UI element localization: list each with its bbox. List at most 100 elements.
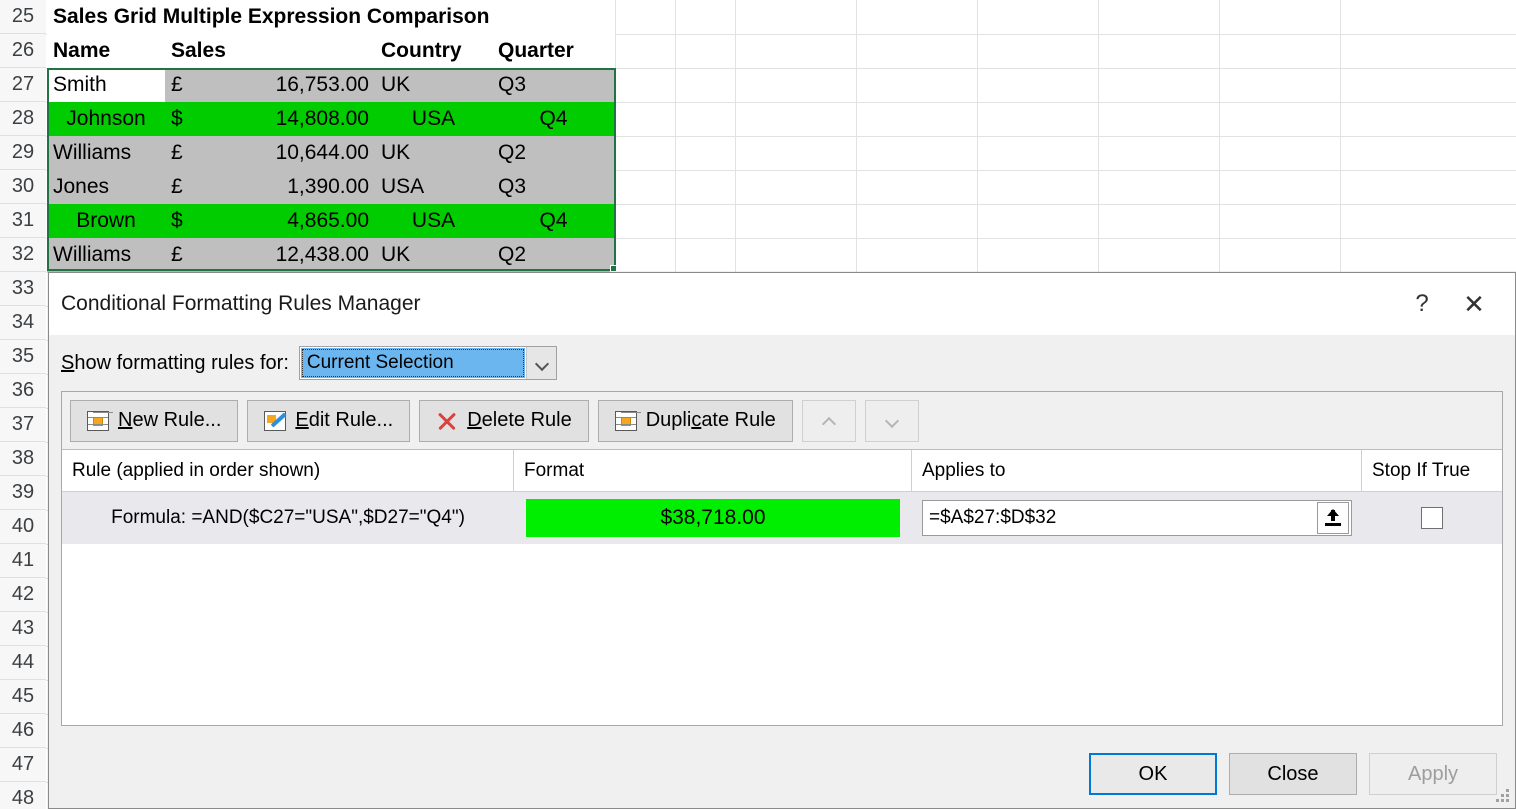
header-format: Format — [514, 450, 912, 491]
rules-table-body[interactable]: Formula: =AND($C27="USA",$D27="Q4") $38,7… — [62, 492, 1502, 544]
cell-country-32[interactable]: UK — [375, 238, 492, 272]
grid-line-horizontal — [46, 170, 1516, 171]
row-header-29[interactable]: 29 — [0, 136, 46, 170]
stop-if-true-checkbox[interactable] — [1421, 507, 1443, 529]
grid-line-horizontal — [46, 68, 1516, 69]
cell-sales-27[interactable]: £16,753.00 — [165, 68, 375, 102]
row-header-32[interactable]: 32 — [0, 238, 46, 272]
format-preview: $38,718.00 — [526, 499, 900, 537]
row-header-38[interactable]: 38 — [0, 442, 46, 476]
cell-country-27[interactable]: UK — [375, 68, 492, 102]
row-header-34[interactable]: 34 — [0, 306, 46, 340]
row-header-37[interactable]: 37 — [0, 408, 46, 442]
row-header-43[interactable]: 43 — [0, 612, 46, 646]
dialog-body: Show formatting rules for: Current Selec… — [49, 335, 1515, 740]
cell-name-28[interactable]: Johnson — [47, 102, 165, 136]
cell-country-31[interactable]: USA — [375, 204, 492, 238]
row-header-48[interactable]: 48 — [0, 782, 46, 809]
cell-country-29[interactable]: UK — [375, 136, 492, 170]
cell-sales-31[interactable]: $4,865.00 — [165, 204, 375, 238]
cell-sales-29[interactable]: £10,644.00 — [165, 136, 375, 170]
grid-line-horizontal — [46, 34, 1516, 35]
rule-row[interactable]: Formula: =AND($C27="USA",$D27="Q4") $38,7… — [62, 492, 1502, 544]
row-header-47[interactable]: 47 — [0, 748, 46, 782]
rule-format-cell[interactable]: $38,718.00 — [514, 492, 912, 544]
row-header-40[interactable]: 40 — [0, 510, 46, 544]
row-header-27[interactable]: 27 — [0, 68, 46, 102]
cell-country-28[interactable]: USA — [375, 102, 492, 136]
sales-amount: 12,438.00 — [275, 243, 369, 266]
range-selector-icon[interactable] — [1317, 502, 1349, 534]
row-header-25[interactable]: 25 — [0, 0, 46, 34]
dialog-footer: OK Close Apply — [49, 740, 1515, 808]
row-header-45[interactable]: 45 — [0, 680, 46, 714]
scope-label: Show formatting rules for: — [61, 351, 289, 374]
help-icon[interactable]: ? — [1399, 281, 1445, 327]
dialog-title: Conditional Formatting Rules Manager — [61, 292, 421, 315]
currency-symbol: £ — [171, 141, 183, 164]
scope-dropdown-value[interactable]: Current Selection — [300, 348, 525, 378]
chevron-down-icon[interactable] — [525, 347, 556, 379]
cell-name-29[interactable]: Williams — [47, 136, 165, 170]
column-header-quarter[interactable]: Quarter — [492, 34, 615, 68]
cell-quarter-29[interactable]: Q2 — [492, 136, 615, 170]
sheet-title-cell[interactable]: Sales Grid Multiple Expression Compariso… — [47, 0, 615, 34]
new-rule-button[interactable]: New Rule... — [70, 399, 239, 442]
cell-quarter-30[interactable]: Q3 — [492, 170, 615, 204]
cell-quarter-28[interactable]: Q4 — [492, 102, 615, 136]
row-header-44[interactable]: 44 — [0, 646, 46, 680]
rules-panel: New Rule... Edit Rule... Delete Rule Dup… — [61, 391, 1503, 726]
resize-grip-icon[interactable] — [1496, 789, 1510, 803]
rule-description[interactable]: Formula: =AND($C27="USA",$D27="Q4") — [111, 507, 465, 528]
column-header-sales[interactable]: Sales — [165, 34, 375, 68]
cell-quarter-32[interactable]: Q2 — [492, 238, 615, 272]
row-header-26[interactable]: 26 — [0, 34, 46, 68]
currency-symbol: $ — [171, 209, 183, 232]
delete-rule-icon — [436, 410, 458, 432]
sales-amount: 4,865.00 — [287, 209, 369, 232]
delete-rule-button[interactable]: Delete Rule — [419, 399, 589, 442]
cell-name-31[interactable]: Brown — [47, 204, 165, 238]
close-button[interactable]: Close — [1229, 753, 1357, 795]
applies-to-input[interactable]: =$A$27:$D$32 — [922, 500, 1352, 536]
new-rule-icon — [87, 410, 109, 431]
sales-amount: 1,390.00 — [287, 175, 369, 198]
cell-sales-28[interactable]: $14,808.00 — [165, 102, 375, 136]
chevron-down-icon — [886, 415, 897, 426]
cell-sales-32[interactable]: £12,438.00 — [165, 238, 375, 272]
move-down-button[interactable] — [864, 399, 919, 442]
rules-toolbar: New Rule... Edit Rule... Delete Rule Dup… — [62, 392, 1502, 450]
row-header-36[interactable]: 36 — [0, 374, 46, 408]
move-up-button[interactable] — [801, 399, 856, 442]
column-header-name[interactable]: Name — [47, 34, 165, 68]
edit-rule-button[interactable]: Edit Rule... — [247, 399, 411, 442]
row-header-39[interactable]: 39 — [0, 476, 46, 510]
header-applies-to: Applies to — [912, 450, 1362, 491]
apply-button: Apply — [1369, 753, 1497, 795]
rule-applies-to-cell: =$A$27:$D$32 — [912, 492, 1362, 544]
applies-to-value[interactable]: =$A$27:$D$32 — [929, 507, 1057, 528]
ok-button[interactable]: OK — [1089, 753, 1217, 795]
row-header-28[interactable]: 28 — [0, 102, 46, 136]
row-header-46[interactable]: 46 — [0, 714, 46, 748]
cell-sales-30[interactable]: £1,390.00 — [165, 170, 375, 204]
column-header-country[interactable]: Country — [375, 34, 492, 68]
row-header-33[interactable]: 33 — [0, 272, 46, 306]
cell-quarter-27[interactable]: Q3 — [492, 68, 615, 102]
currency-symbol: £ — [171, 175, 183, 198]
row-header-30[interactable]: 30 — [0, 170, 46, 204]
cell-name-30[interactable]: Jones — [47, 170, 165, 204]
scope-row: Show formatting rules for: Current Selec… — [61, 335, 1503, 391]
selection-fill-handle[interactable] — [610, 265, 617, 272]
row-header-35[interactable]: 35 — [0, 340, 46, 374]
cell-quarter-31[interactable]: Q4 — [492, 204, 615, 238]
scope-dropdown[interactable]: Current Selection — [298, 346, 557, 380]
close-icon[interactable]: ✕ — [1451, 281, 1497, 327]
row-header-31[interactable]: 31 — [0, 204, 46, 238]
duplicate-rule-button[interactable]: Duplicate Rule — [597, 399, 793, 442]
row-header-42[interactable]: 42 — [0, 578, 46, 612]
cell-name-27[interactable]: Smith — [47, 68, 165, 102]
cell-country-30[interactable]: USA — [375, 170, 492, 204]
cell-name-32[interactable]: Williams — [47, 238, 165, 272]
row-header-41[interactable]: 41 — [0, 544, 46, 578]
